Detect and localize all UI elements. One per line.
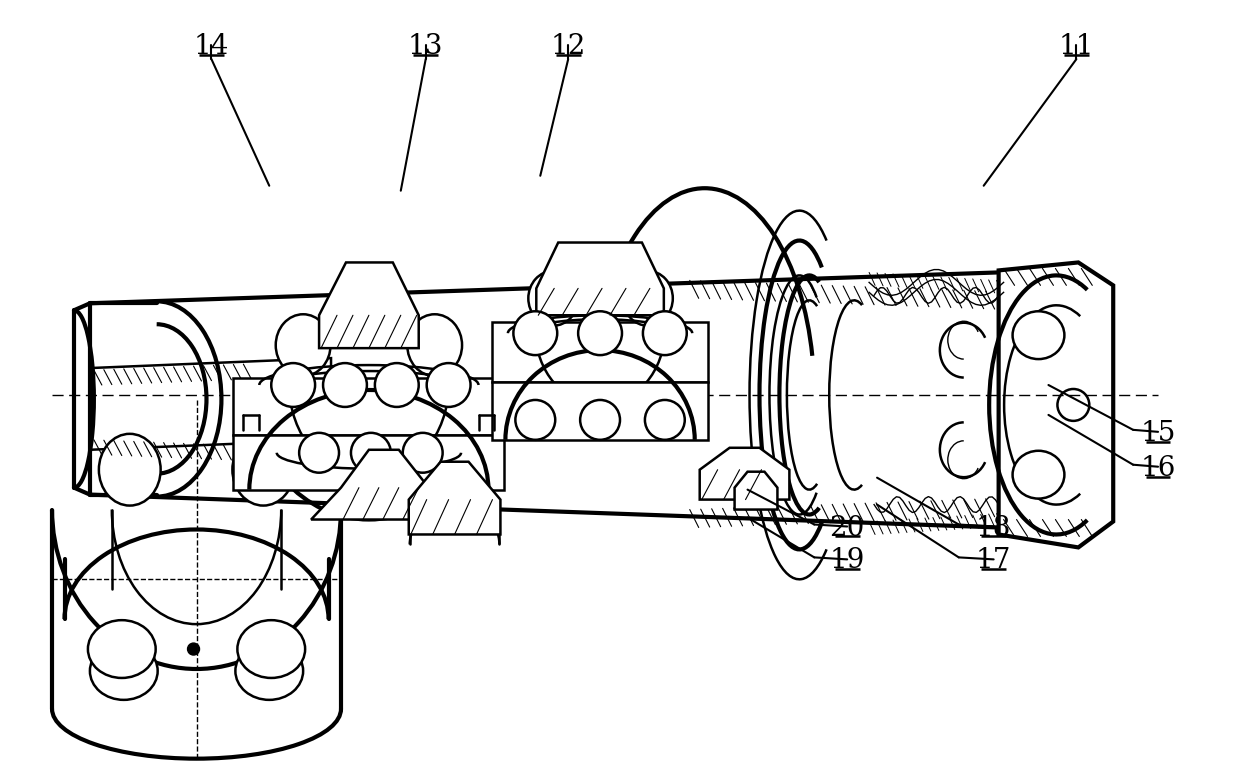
Circle shape <box>643 311 687 355</box>
Ellipse shape <box>235 642 303 700</box>
Polygon shape <box>234 435 505 490</box>
Polygon shape <box>492 382 708 440</box>
Ellipse shape <box>1058 389 1090 421</box>
Polygon shape <box>492 322 708 382</box>
Text: 16: 16 <box>1141 455 1175 481</box>
Polygon shape <box>234 378 505 435</box>
Circle shape <box>427 363 470 407</box>
Circle shape <box>271 363 315 407</box>
Ellipse shape <box>238 620 306 678</box>
Circle shape <box>403 433 443 473</box>
Text: 13: 13 <box>408 33 443 60</box>
Ellipse shape <box>528 271 578 326</box>
Text: 18: 18 <box>976 515 1012 542</box>
Polygon shape <box>312 450 429 519</box>
Text: 11: 11 <box>1059 33 1094 60</box>
Ellipse shape <box>99 434 161 505</box>
Ellipse shape <box>1013 450 1064 498</box>
Polygon shape <box>90 269 1084 528</box>
Ellipse shape <box>88 620 156 678</box>
Polygon shape <box>57 430 336 719</box>
Circle shape <box>375 363 418 407</box>
Text: 12: 12 <box>550 33 586 60</box>
Polygon shape <box>998 262 1113 547</box>
Polygon shape <box>250 385 489 430</box>
Text: 17: 17 <box>976 547 1012 574</box>
Polygon shape <box>700 448 789 499</box>
Text: 20: 20 <box>830 515 865 542</box>
Circle shape <box>644 400 685 440</box>
Ellipse shape <box>90 642 157 700</box>
Polygon shape <box>735 471 777 509</box>
Polygon shape <box>90 358 332 450</box>
Circle shape <box>299 433 339 473</box>
Circle shape <box>513 311 557 355</box>
Ellipse shape <box>623 271 673 326</box>
Text: 19: 19 <box>830 547 865 574</box>
Circle shape <box>516 400 555 440</box>
Ellipse shape <box>407 314 463 376</box>
Circle shape <box>351 433 391 473</box>
Polygon shape <box>319 262 418 348</box>
Text: 15: 15 <box>1141 420 1175 447</box>
Polygon shape <box>537 242 664 315</box>
Circle shape <box>580 400 620 440</box>
Ellipse shape <box>233 434 294 505</box>
Text: 14: 14 <box>194 33 229 60</box>
Circle shape <box>188 643 199 655</box>
Circle shape <box>578 311 622 355</box>
Ellipse shape <box>1013 311 1064 359</box>
Ellipse shape <box>276 314 330 376</box>
Polygon shape <box>408 462 501 535</box>
Circle shape <box>323 363 367 407</box>
